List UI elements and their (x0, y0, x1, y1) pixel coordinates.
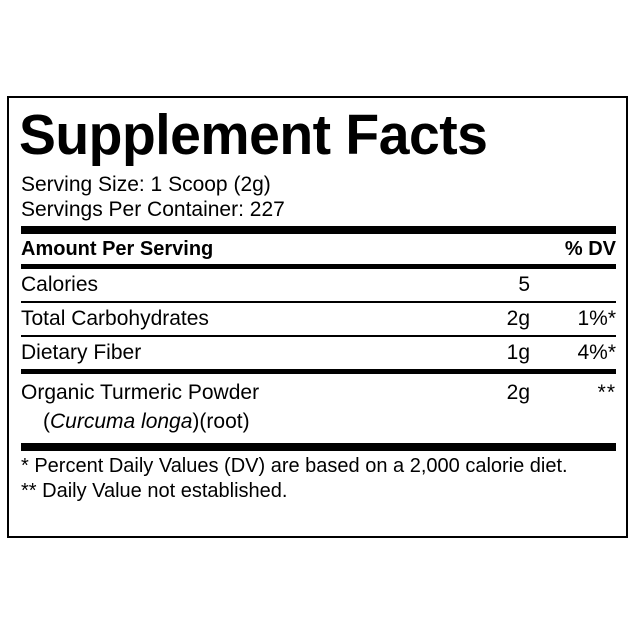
percent-dv-label: % DV (564, 238, 616, 260)
ingredient-row: Organic Turmeric Powder 2g ** (21, 377, 616, 409)
rule-above-footnotes (21, 443, 616, 451)
panel-inner: Supplement Facts Serving Size: 1 Scoop (… (9, 104, 626, 542)
nutrient-amount: 1g (506, 341, 530, 364)
nutrient-label: Dietary Fiber (21, 341, 142, 364)
nutrient-amount: 5 (518, 273, 530, 296)
ingredient-block: Organic Turmeric Powder 2g ** (Curcuma l… (16, 374, 617, 439)
table-row: Calories 5 (21, 269, 616, 301)
ingredient-dv: ** (597, 381, 616, 404)
rule-separator (21, 335, 616, 337)
nutrient-dv: 1%* (577, 307, 616, 330)
serving-size-line: Serving Size: 1 Scoop (2g) (21, 173, 271, 196)
rule-above-ingredient (21, 369, 616, 374)
ingredient-botanical-line: (Curcuma longa)(root) (21, 409, 616, 435)
servings-per-container-line: Servings Per Container: 227 (21, 198, 285, 221)
nutrient-amount: 2g (506, 307, 530, 330)
footnotes: * Percent Daily Values (DV) are based on… (21, 454, 616, 504)
rule-separator (21, 301, 616, 303)
rule-below-table-header (21, 264, 616, 269)
footnote-line: * Percent Daily Values (DV) are based on… (21, 455, 568, 477)
botanical-name: Curcuma longa (50, 410, 193, 433)
footnote-line: ** Daily Value not established. (21, 480, 288, 502)
table-row: Total Carbohydrates 2g 1%* (21, 303, 616, 335)
nutrient-label: Calories (21, 273, 99, 296)
amount-per-serving-label: Amount Per Serving (21, 238, 214, 260)
ingredient-amount: 2g (506, 381, 530, 404)
paren-open: ( (43, 410, 50, 433)
table-row: Dietary Fiber 1g 4%* (21, 337, 616, 369)
ingredient-label: Organic Turmeric Powder (21, 381, 260, 404)
panel-title: Supplement Facts (19, 103, 488, 167)
serving-info: Serving Size: 1 Scoop (2g) Servings Per … (21, 172, 617, 222)
table-header-row: Amount Per Serving % DV (21, 234, 616, 264)
nutrient-dv: 4%* (577, 341, 616, 364)
nutrient-label: Total Carbohydrates (21, 307, 209, 330)
paren-close-and-part: )(root) (192, 410, 250, 433)
rule-below-serving-info (21, 226, 616, 234)
supplement-facts-panel: Supplement Facts Serving Size: 1 Scoop (… (7, 96, 628, 538)
